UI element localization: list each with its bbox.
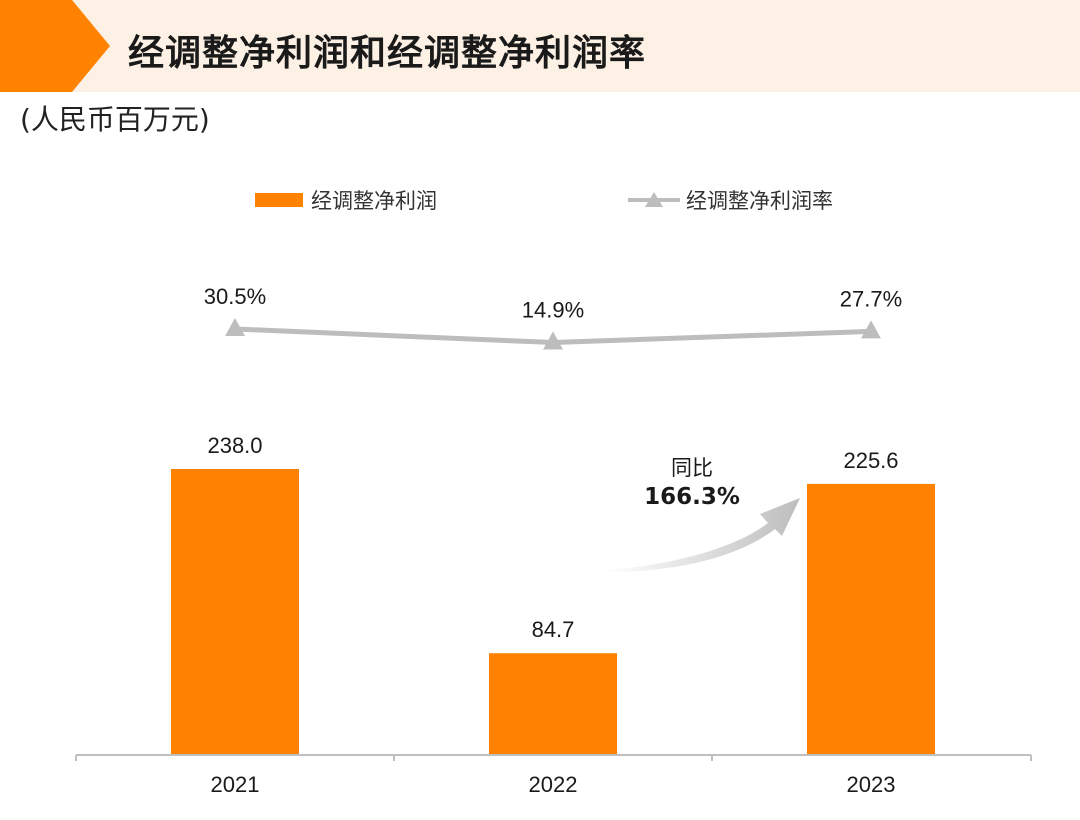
- margin-point: [861, 320, 881, 339]
- banner-arrow-icon: [0, 0, 110, 92]
- data-labels: 238.0 84.7 225.6 30.5% 14.9% 27.7%: [204, 284, 902, 642]
- x-tick-label: 2023: [847, 772, 896, 797]
- bar-2023: [807, 483, 935, 755]
- x-axis: 2021 2022 2023: [75, 754, 1032, 797]
- bar-2021: [171, 469, 299, 755]
- yoy-label: 同比: [671, 456, 713, 480]
- x-tick-label: 2022: [529, 772, 578, 797]
- legend-item-line: 经调整净利润率: [628, 184, 833, 216]
- margin-value-label: 30.5%: [204, 284, 266, 309]
- x-tick-label: 2021: [211, 772, 260, 797]
- legend-line-swatch: [628, 192, 680, 207]
- chart-title: 经调整净利润和经调整净利润率: [128, 33, 647, 74]
- bar-2022: [489, 653, 617, 755]
- yoy-value: 166.3%: [644, 484, 740, 510]
- legend-bar-swatch: [255, 193, 303, 207]
- line-series: [225, 318, 881, 350]
- legend-item-bar: 经调整净利润: [255, 184, 437, 216]
- legend-bar-label: 经调整净利润: [311, 189, 437, 213]
- bar-value-label: 84.7: [532, 617, 575, 642]
- bars-layer: [171, 469, 935, 755]
- yoy-arrow-icon: [605, 498, 800, 572]
- margin-value-label: 14.9%: [522, 298, 584, 323]
- legend-line-label: 经调整净利润率: [686, 189, 833, 213]
- bar-value-label: 238.0: [207, 433, 262, 458]
- bar-value-label: 225.6: [843, 448, 898, 473]
- yoy-annotation: 同比 166.3%: [636, 455, 748, 513]
- margin-point: [543, 331, 563, 350]
- margin-point: [225, 318, 245, 336]
- margin-value-label: 27.7%: [840, 286, 902, 311]
- unit-label: (人民币百万元): [20, 103, 210, 136]
- title-banner: [0, 0, 1080, 92]
